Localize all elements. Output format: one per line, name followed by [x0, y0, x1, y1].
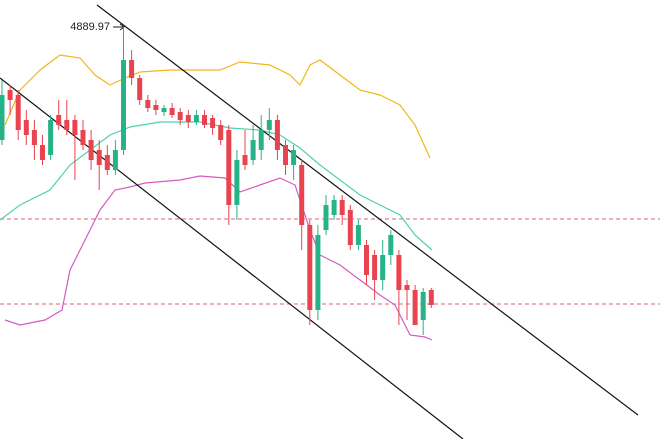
- candle-body: [96, 150, 102, 165]
- candle-body: [7, 90, 13, 100]
- candle-body: [31, 130, 37, 145]
- candle-body: [145, 100, 151, 108]
- candle-body: [266, 120, 272, 130]
- candle-body: [372, 255, 378, 280]
- decorations: [0, 4, 660, 439]
- candle-body: [88, 140, 94, 160]
- candle-body: [153, 105, 159, 110]
- candle-body: [323, 205, 329, 230]
- candle-body: [258, 130, 264, 150]
- candle-body: [274, 120, 280, 150]
- candle-body: [331, 200, 337, 215]
- candle-body: [23, 120, 29, 135]
- middle-band: [0, 121, 433, 251]
- candle-body: [218, 125, 224, 140]
- candle-body: [242, 155, 248, 165]
- price-label: 4889.97: [70, 21, 110, 33]
- candle-body: [283, 145, 288, 165]
- candle-body: [56, 115, 62, 125]
- candle-body: [161, 108, 167, 112]
- candle-body: [202, 115, 207, 125]
- upper-band: [4, 54, 431, 159]
- candle-body: [412, 290, 418, 325]
- lower-band: [4, 175, 433, 341]
- candle-body: [299, 165, 305, 225]
- candle-body: [380, 255, 386, 280]
- candle-body: [420, 292, 426, 320]
- candle-body: [404, 285, 410, 290]
- candle-body: [15, 95, 21, 130]
- candle-body: [428, 290, 434, 305]
- candle-body: [40, 145, 45, 160]
- candle-body: [355, 225, 361, 245]
- candle-body: [226, 130, 232, 205]
- candle-body: [193, 115, 199, 122]
- trend-line: [0, 77, 464, 439]
- candle-body: [347, 210, 353, 245]
- candle-body: [396, 255, 402, 290]
- candle-body: [177, 112, 183, 120]
- candle-body: [234, 160, 240, 205]
- candle-body: [307, 225, 313, 310]
- candle-body: [129, 60, 135, 78]
- candle-body: [364, 245, 369, 275]
- candle-body: [112, 150, 118, 170]
- candle-body: [121, 60, 126, 150]
- candle-body: [185, 115, 191, 122]
- candle-body: [0, 95, 5, 140]
- candle-body: [291, 150, 297, 165]
- candle-body: [250, 140, 256, 160]
- candle-body: [64, 120, 70, 130]
- candle-body: [388, 235, 394, 255]
- label-arrow-head: [119, 23, 125, 31]
- candle-body: [210, 118, 216, 128]
- candle-body: [339, 200, 345, 215]
- candle-body: [315, 235, 321, 310]
- candle-body: [104, 155, 110, 170]
- candle-body: [137, 78, 143, 100]
- candle-body: [48, 120, 54, 155]
- candle-body: [72, 120, 78, 135]
- trend-line: [96, 4, 639, 416]
- candle-body: [80, 130, 86, 145]
- candle-body: [169, 108, 175, 115]
